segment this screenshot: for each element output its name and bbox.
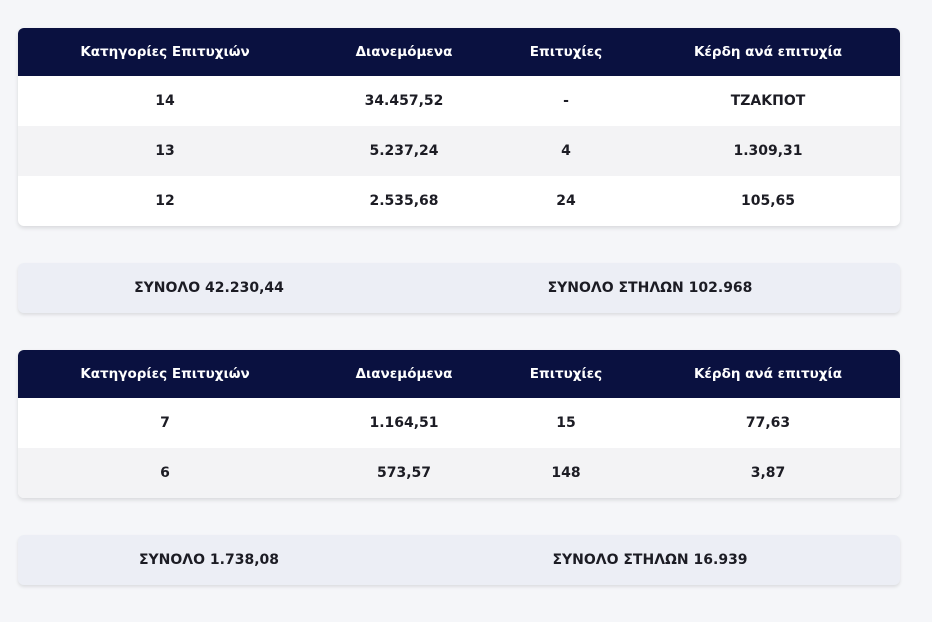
header-cell: Επιτυχίες [529,366,603,382]
table-row: 7 1.164,51 15 77,63 [18,398,900,448]
summary-text: ΣΥΝΟΛΟ ΣΤΗΛΩΝ 16.939 [552,552,748,568]
results-table: Κατηγορίες Επιτυχιών Διανεμόμενα Επιτυχίες… [18,350,900,498]
header-cell: Κέρδη ανά επιτυχία [693,366,843,382]
results-table: Κατηγορίες Επιτυχιών Διανεμόμενα Επιτυχίες… [18,28,900,226]
results: Κατηγορίες Επιτυχιών Διανεμόμενα Επιτυχίες… [18,28,900,622]
header-cell: Διανεμόμενα [355,366,453,382]
header-cell: Διανεμόμενα [355,44,453,60]
header-cell: Κατηγορίες Επιτυχιών [80,366,250,382]
table-cell: - [563,93,569,109]
table-header: Κατηγορίες Επιτυχιών Διανεμόμενα Επιτυχίες… [18,28,900,76]
summary-box: ΣΥΝΟΛΟ 1.738,08 ΣΥΝΟΛΟ ΣΤΗΛΩΝ 16.939 [18,535,900,585]
table-cell: 2.535,68 [369,193,439,209]
table-cell: 12 [155,193,175,209]
table-cell: 34.457,52 [364,93,444,109]
table-cell: 24 [556,193,576,209]
table-cell: 573,57 [376,465,432,481]
table-cell: 148 [551,465,581,481]
table-cell: 105,65 [740,193,796,209]
table-cell: 14 [155,93,175,109]
page: Κατηγορίες Επιτυχιών Διανεμόμενα Επιτυχίες… [18,28,900,568]
table-row: 6 573,57 148 3,87 [18,448,900,498]
table-cell: 7 [160,415,170,431]
table-cell: ΤΖΑΚΠΟΤ [730,93,806,109]
table-cell: 77,63 [745,415,791,431]
table-row: 14 34.457,52 - ΤΖΑΚΠΟΤ [18,76,900,126]
table-cell: 6 [160,465,170,481]
table-cell: 5.237,24 [369,143,439,159]
table-cell: 13 [155,143,175,159]
table-cell: 4 [561,143,571,159]
summary-text: ΣΥΝΟΛΟ 42.230,44 [134,280,284,296]
table-cell: 3,87 [750,465,786,481]
summary-text: ΣΥΝΟΛΟ ΣΤΗΛΩΝ 102.968 [547,280,753,296]
summary-box: ΣΥΝΟΛΟ 42.230,44 ΣΥΝΟΛΟ ΣΤΗΛΩΝ 102.968 [18,263,900,313]
table-cell: 15 [556,415,576,431]
header-cell: Κέρδη ανά επιτυχία [693,44,843,60]
table-row: 12 2.535,68 24 105,65 [18,176,900,226]
summary-text: ΣΥΝΟΛΟ 1.738,08 [138,552,279,568]
table-cell: 1.309,31 [733,143,803,159]
table-header: Κατηγορίες Επιτυχιών Διανεμόμενα Επιτυχίες… [18,350,900,398]
table-cell: 1.164,51 [369,415,439,431]
header-cell: Επιτυχίες [529,44,603,60]
table-row: 13 5.237,24 4 1.309,31 [18,126,900,176]
header-cell: Κατηγορίες Επιτυχιών [80,44,250,60]
